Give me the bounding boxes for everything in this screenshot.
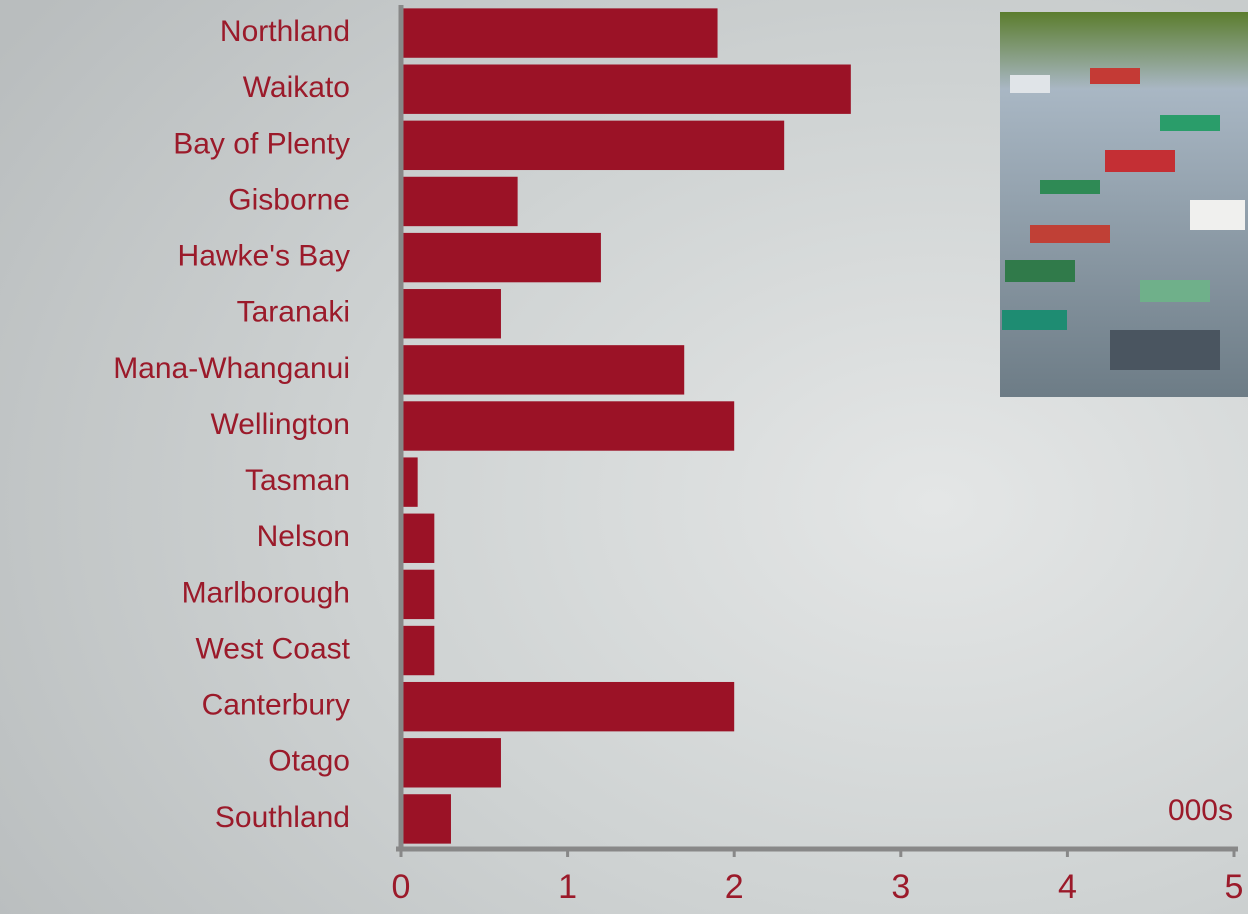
y-tick-label: Nelson: [257, 520, 350, 553]
y-tick-label: Otago: [268, 745, 350, 778]
bar: [401, 8, 718, 57]
bar: [401, 177, 518, 226]
y-tick-label: Bay of Plenty: [173, 127, 350, 160]
bar: [401, 682, 734, 731]
bar: [401, 794, 451, 843]
bar: [401, 289, 501, 338]
y-tick-label: Southland: [215, 801, 350, 834]
bar: [401, 401, 734, 450]
y-tick-label: Gisborne: [228, 183, 350, 216]
chart: 000s Northland Waikato Bay of Plenty Gisbor…: [0, 0, 1248, 914]
y-tick-label: Hawke's Bay: [178, 240, 350, 273]
bar: [401, 514, 434, 563]
y-tick-label: Wellington: [210, 408, 350, 441]
axis-unit: 000s: [1168, 794, 1233, 827]
y-tick-label: Mana-Whanganui: [113, 352, 350, 385]
y-tick-label: Waikato: [243, 71, 350, 104]
bar: [401, 345, 684, 394]
y-tick-label: Taranaki: [237, 296, 350, 329]
y-tick-label: West Coast: [196, 632, 351, 665]
bar: [401, 121, 784, 170]
x-tick-label: 4: [1058, 868, 1077, 906]
x-tick-label: 1: [558, 868, 577, 906]
y-tick-label: Northland: [220, 15, 350, 48]
y-tick-label: Tasman: [245, 464, 350, 497]
x-tick-label: 5: [1225, 868, 1244, 906]
bar: [401, 570, 434, 619]
photo: [1000, 12, 1248, 397]
x-tick-label: 3: [891, 868, 910, 906]
bar: [401, 626, 434, 675]
bar: [401, 738, 501, 787]
y-tick-label: Canterbury: [202, 689, 350, 722]
y-tick-label: Marlborough: [182, 576, 350, 609]
x-tick-label: 0: [392, 868, 411, 906]
bar: [401, 233, 601, 282]
x-tick-label: 2: [725, 868, 744, 906]
bar: [401, 65, 851, 114]
